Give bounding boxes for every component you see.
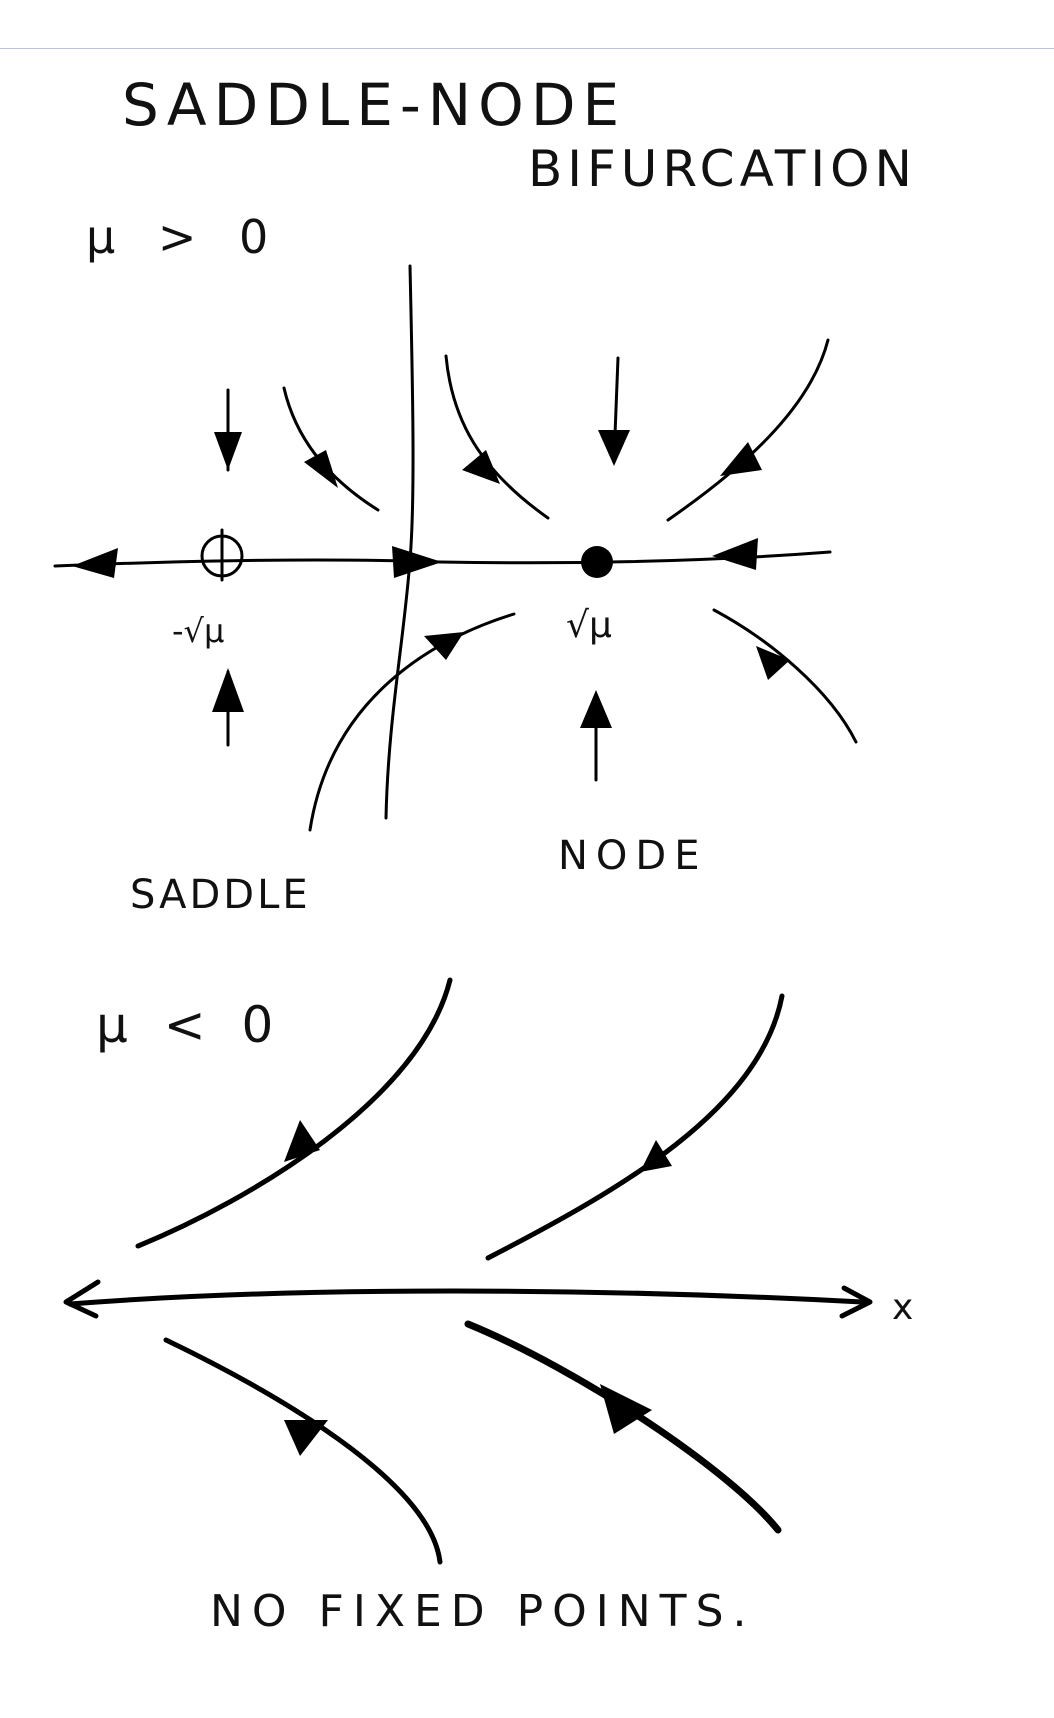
flow-curve-upper-left-arrow bbox=[304, 450, 338, 488]
flow-curve-upper-left bbox=[282, 386, 380, 512]
flow-line-lower-left bbox=[163, 1337, 443, 1565]
sqrt-mu-label: √μ bbox=[566, 605, 612, 646]
title-line-2: BIFURCATION bbox=[528, 140, 917, 198]
flow-curve-upper-mid-arrow bbox=[462, 450, 500, 484]
node-flow-bottom-arrow bbox=[580, 690, 612, 728]
node-fixed-point-filled bbox=[581, 546, 613, 578]
saddle-label: SADDLE bbox=[130, 872, 311, 918]
x-axis-line-bottom bbox=[67, 1288, 865, 1307]
saddle-flow-top-arrow bbox=[214, 432, 242, 470]
x-axis-line-top bbox=[53, 550, 832, 568]
flow-line-lower-right-arrow bbox=[600, 1384, 652, 1434]
flow-curve-lower-right bbox=[712, 608, 858, 744]
flow-curve-upper-right-arrow bbox=[720, 442, 762, 476]
flow-curve-lower-left bbox=[308, 612, 516, 832]
neg-sqrt-mu-label: -√μ bbox=[172, 612, 225, 650]
y-axis-line bbox=[384, 264, 415, 820]
flow-curve-lower-right-arrow bbox=[756, 646, 790, 680]
x-axis-arrow-left-outer bbox=[72, 548, 118, 578]
flow-line-upper-right-arrow bbox=[640, 1140, 672, 1172]
phase-portrait-mu-positive bbox=[53, 264, 858, 832]
title-line-1: SADDLE-NODE bbox=[122, 71, 627, 139]
flow-line-upper-right bbox=[485, 993, 785, 1261]
flow-curve-upper-right bbox=[666, 338, 830, 522]
saddle-flow-bottom-arrow bbox=[212, 668, 244, 712]
x-axis-left-arrowhead bbox=[63, 1279, 101, 1319]
flow-line-lower-left-arrow bbox=[284, 1420, 328, 1456]
flow-curve-upper-mid bbox=[444, 354, 550, 520]
mu-positive-condition: μ > 0 bbox=[86, 210, 283, 264]
no-fixed-points-text: NO FIXED POINTS. bbox=[210, 1586, 756, 1637]
flow-curve-lower-left-arrow bbox=[424, 632, 464, 660]
x-axis-label: x bbox=[892, 1287, 920, 1328]
phase-portrait-mu-negative bbox=[63, 977, 873, 1565]
flow-line-upper-left bbox=[135, 977, 453, 1249]
flow-line-upper-left-arrow bbox=[284, 1120, 320, 1162]
node-label: NODE bbox=[558, 833, 708, 879]
mu-negative-condition: μ < 0 bbox=[96, 996, 284, 1054]
node-flow-top-arrow bbox=[598, 430, 630, 466]
x-axis-right-arrowhead bbox=[839, 1285, 873, 1319]
x-axis-arrow-origin-right bbox=[392, 546, 442, 578]
flow-line-lower-right bbox=[464, 1320, 782, 1534]
top-rule-line bbox=[0, 48, 1054, 49]
x-axis-arrow-node-left bbox=[712, 538, 758, 570]
